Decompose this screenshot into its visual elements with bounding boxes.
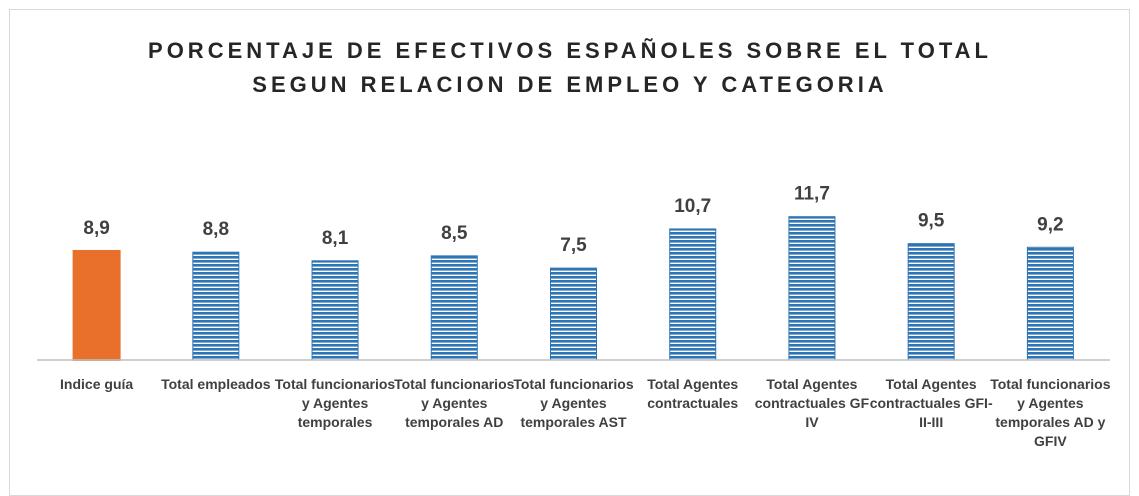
x-tick-label: Total Agentes contractuales GF IV [754, 376, 870, 430]
x-tick-label: Total Agentes contractuales [647, 376, 739, 411]
chart-title: SEGUN RELACION DE EMPLEO Y CATEGORIA [252, 72, 887, 97]
data-label: 8,5 [441, 223, 468, 244]
bar [788, 216, 836, 361]
bar [430, 255, 478, 361]
bar [1026, 246, 1074, 361]
chart-title: PORCENTAJE DE EFECTIVOS ESPAÑOLES SOBRE … [148, 38, 992, 63]
data-label: 8,9 [83, 218, 109, 239]
data-label: 8,8 [203, 219, 229, 240]
bar [550, 267, 597, 361]
bar [669, 228, 717, 361]
bar [192, 251, 240, 361]
x-tick-label: Total funcionarios y Agentes temporales … [394, 376, 515, 430]
data-label: 9,2 [1037, 214, 1063, 235]
data-label: 10,7 [674, 196, 711, 217]
bar [311, 260, 359, 361]
data-label: 7,5 [560, 235, 587, 256]
x-tick-label: Total funcionarios y Agentes temporales … [990, 376, 1111, 449]
x-tick-label: Total funcionarios y Agentes temporales … [513, 376, 634, 430]
data-label: 11,7 [794, 184, 830, 205]
x-tick-label: Total empleados [161, 376, 271, 392]
x-tick-label: Indice guía [60, 376, 134, 392]
x-tick-label: Total funcionarios y Agentes temporales [274, 376, 396, 430]
data-label: 9,5 [918, 211, 945, 232]
x-tick-label: Total Agentes contractuales GFI-II-III [869, 376, 993, 430]
bar [907, 243, 955, 361]
bar [72, 249, 121, 362]
data-label: 8,1 [322, 228, 349, 249]
